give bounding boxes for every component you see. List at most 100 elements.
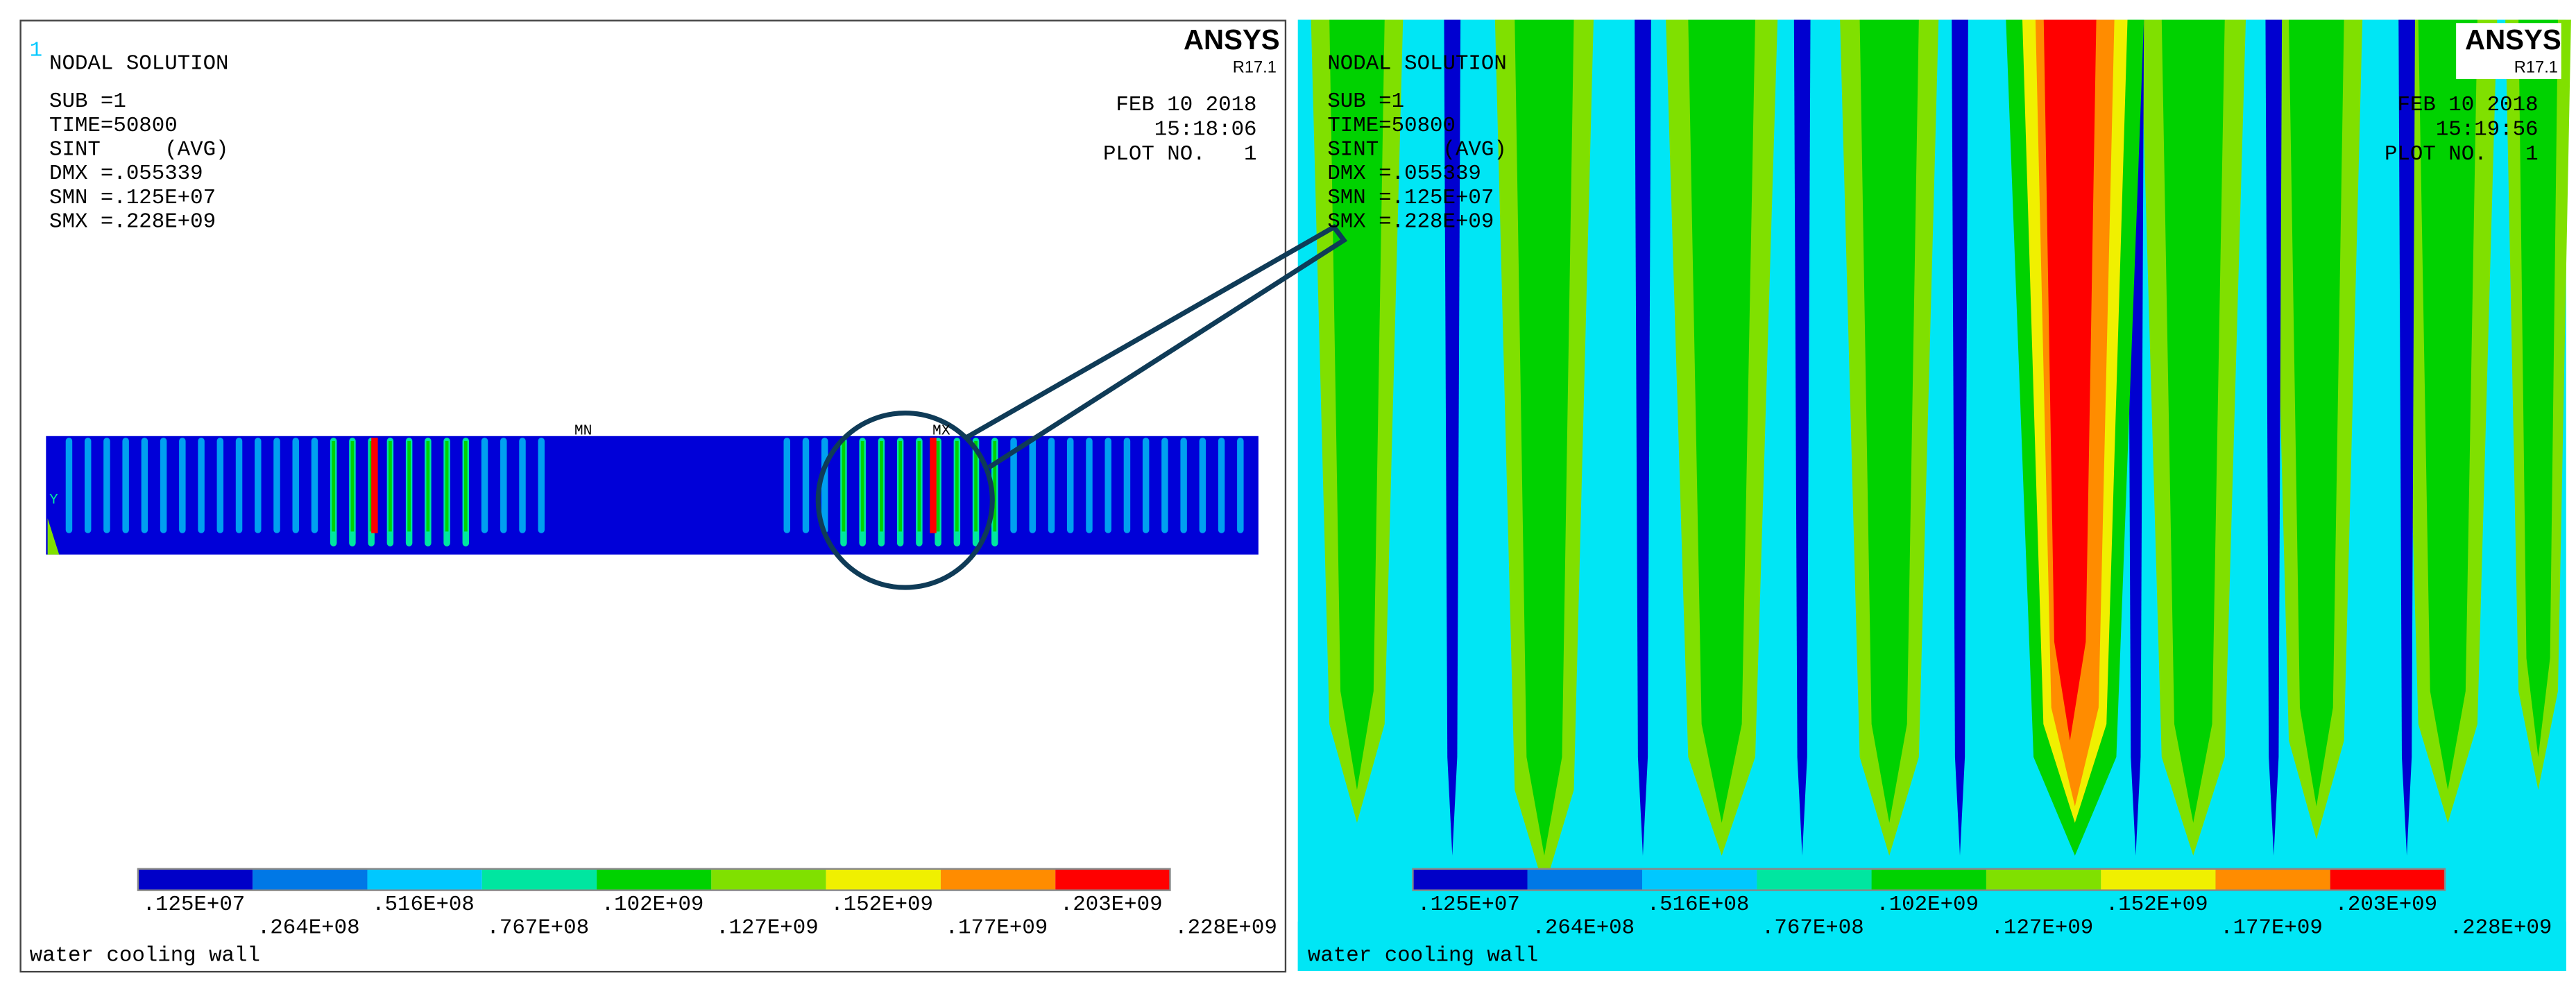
strip-core bbox=[993, 440, 997, 532]
legend-swatch bbox=[367, 868, 482, 891]
legend-label: .177E+09 bbox=[2220, 915, 2323, 940]
strip-core bbox=[880, 440, 883, 532]
plot-time: 15:19:56 bbox=[2436, 118, 2539, 142]
version: R17.1 bbox=[2514, 58, 2558, 76]
strip-stripe bbox=[1218, 438, 1225, 533]
strip-core bbox=[463, 440, 468, 532]
strip-core bbox=[332, 440, 336, 532]
strip-stripe bbox=[783, 438, 791, 533]
legend-label: .516E+08 bbox=[1647, 893, 1750, 917]
legend-swatch bbox=[1055, 868, 1170, 891]
legend-label: .152E+09 bbox=[2106, 893, 2208, 917]
legend-label: .203E+09 bbox=[1060, 893, 1163, 917]
strip-core bbox=[936, 440, 940, 532]
strip-stripe bbox=[103, 438, 110, 533]
strip-core bbox=[426, 440, 430, 532]
legend-swatch bbox=[137, 868, 253, 891]
contour-band bbox=[1515, 19, 1574, 856]
info-line: SINT (AVG) bbox=[49, 137, 228, 162]
right-contour bbox=[1297, 19, 2571, 971]
strip-stripe bbox=[1029, 438, 1037, 533]
strip-stripe bbox=[292, 438, 299, 533]
strip-stripe bbox=[1161, 438, 1168, 533]
legend-swatch bbox=[481, 868, 597, 891]
strip-stripe bbox=[1048, 438, 1055, 533]
strip-stripe bbox=[198, 438, 205, 533]
contour-band bbox=[2398, 19, 2415, 856]
axis-marker: Y bbox=[49, 492, 58, 508]
contour-band bbox=[2518, 19, 2558, 757]
contour-band bbox=[2043, 19, 2097, 741]
legend-label: .127E+09 bbox=[1991, 915, 2094, 940]
strip-stripe bbox=[538, 438, 545, 533]
strip-core bbox=[445, 440, 449, 532]
strip-stripe bbox=[1104, 438, 1111, 533]
max-marker: MX bbox=[932, 422, 950, 439]
legend-label: .177E+09 bbox=[946, 915, 1048, 940]
strip-stripe bbox=[273, 438, 280, 533]
strip-stripe bbox=[255, 438, 262, 533]
legend-label: .264E+08 bbox=[257, 915, 360, 940]
version: R17.1 bbox=[1233, 58, 1277, 76]
contour-band bbox=[1859, 19, 1919, 823]
strip-stripe bbox=[1086, 438, 1093, 533]
strip-base bbox=[46, 436, 1259, 555]
contour-band bbox=[2418, 19, 2477, 790]
model-strip bbox=[46, 436, 1259, 555]
legend-swatch bbox=[1871, 868, 1986, 891]
info-line: SMN =.125E+07 bbox=[49, 186, 216, 210]
legend-swatch bbox=[2215, 868, 2330, 891]
strip-stripe bbox=[1067, 438, 1074, 533]
strip-stripe bbox=[141, 438, 148, 533]
strip-stripe bbox=[160, 438, 167, 533]
strip-core bbox=[842, 440, 846, 532]
info-line: DMX =.055339 bbox=[1327, 162, 1481, 186]
legend-swatch bbox=[1757, 868, 1872, 891]
plot-title: NODAL SOLUTION bbox=[49, 52, 228, 76]
info-line: DMX =.055339 bbox=[49, 162, 203, 186]
strip-core bbox=[898, 440, 903, 532]
zoom-circle bbox=[815, 410, 995, 590]
legend-label: .767E+08 bbox=[1762, 915, 1864, 940]
contour-floor bbox=[1297, 921, 2566, 971]
legend-label: .125E+07 bbox=[143, 893, 246, 917]
legend-swatch bbox=[1642, 868, 1757, 891]
strip-stripe bbox=[235, 438, 243, 533]
strip-core bbox=[389, 440, 392, 532]
strip-stripe bbox=[311, 438, 318, 533]
legend-swatch bbox=[2101, 868, 2216, 891]
legend-label: .228E+09 bbox=[1175, 915, 1277, 940]
legend-label: .127E+09 bbox=[716, 915, 819, 940]
strip-peak bbox=[371, 438, 378, 533]
strip-stripe bbox=[1010, 438, 1017, 533]
min-marker: MN bbox=[574, 422, 592, 439]
legend-swatch bbox=[711, 868, 826, 891]
plot-time: 15:18:06 bbox=[1154, 118, 1257, 142]
info-line: SUB =1 bbox=[49, 89, 126, 114]
brand: ANSYS bbox=[2465, 24, 2561, 55]
caption: water cooling wall bbox=[30, 944, 260, 968]
strip-stripe bbox=[84, 438, 92, 533]
info-line: TIME=50800 bbox=[49, 114, 178, 138]
strip-stripe bbox=[65, 438, 73, 533]
contour-band bbox=[1329, 19, 1385, 790]
legend-border bbox=[1412, 868, 2446, 891]
strip-stripe bbox=[802, 438, 810, 533]
window-number: 1 bbox=[30, 39, 42, 63]
info-line: SMX =.228E+09 bbox=[1327, 209, 1494, 234]
strip-core bbox=[860, 440, 864, 532]
legend-swatch bbox=[1413, 868, 1528, 891]
contour-band bbox=[1635, 19, 1651, 856]
strip-stripe bbox=[122, 438, 129, 533]
callout bbox=[964, 223, 1348, 470]
axis-triad bbox=[47, 518, 60, 555]
plot-number: PLOT NO. 1 bbox=[1103, 142, 1257, 166]
strip-peak bbox=[930, 438, 937, 533]
caption: water cooling wall bbox=[1308, 944, 1538, 968]
legend-swatch bbox=[253, 868, 368, 891]
brand-box bbox=[2456, 23, 2561, 79]
legend-swatch bbox=[940, 868, 1056, 891]
strip-stripe bbox=[1123, 438, 1131, 533]
strip-core bbox=[955, 440, 959, 532]
